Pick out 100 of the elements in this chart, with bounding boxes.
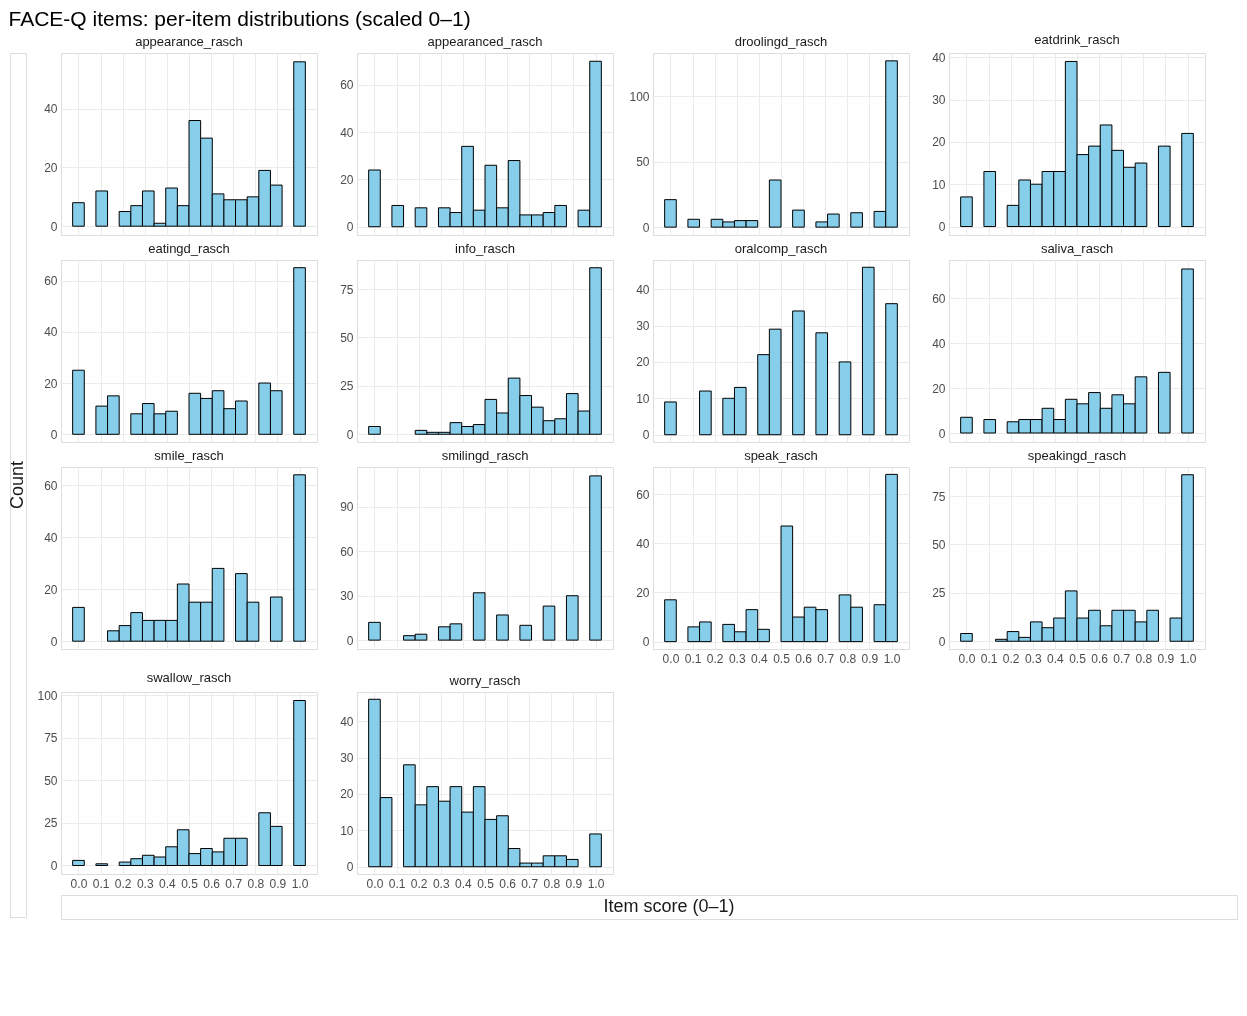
y-tick-label: 40 (636, 536, 650, 551)
y-tick-label: 20 (932, 381, 946, 396)
x-tick-label: 0.8 (1135, 651, 1153, 666)
y-tick-label: 60 (636, 487, 650, 502)
x-tick-label: 0.7 (225, 876, 243, 891)
x-tick-label: 1.0 (587, 876, 605, 891)
y-tick-label: 100 (37, 688, 58, 703)
x-tick-label: 0.7 (1113, 651, 1131, 666)
y-tick-label: 20 (340, 787, 354, 802)
y-tick-label: 40 (340, 125, 354, 140)
y-tick-label: 60 (44, 478, 58, 493)
chart-title: speak_rasch (744, 448, 818, 463)
chart-title: appearanced_rasch (427, 34, 543, 49)
x-tick-label: 0.4 (455, 876, 473, 891)
y-tick-label: 20 (636, 355, 650, 370)
y-tick-label: 20 (636, 585, 650, 600)
y-axis-title: Count (7, 460, 27, 510)
chart-title: worry_rasch (448, 673, 521, 688)
x-tick-label: 0.2 (410, 876, 428, 891)
y-tick-label: 40 (932, 50, 946, 65)
y-tick-label: 0 (346, 427, 354, 442)
y-tick-label: 75 (340, 282, 354, 297)
text: FACE-Q items: per-item distributions (scaled 0–1) (8, 6, 471, 30)
x-tick-label: 0.0 (958, 651, 976, 666)
y-tick-label: 40 (340, 714, 354, 729)
x-tick-label: 0.0 (70, 876, 88, 891)
y-tick-label: 20 (932, 135, 946, 150)
x-tick-label: 0.5 (181, 876, 199, 891)
y-tick-label: 90 (340, 500, 354, 515)
y-tick-label: 30 (340, 751, 354, 766)
chart-title: smile_rasch (154, 448, 224, 463)
y-tick-label: 0 (346, 220, 354, 235)
chart-title: oralcomp_rasch (734, 241, 828, 256)
y-tick-label: 25 (340, 379, 354, 394)
y-tick-label: 0 (346, 633, 354, 648)
x-tick-label: 0.4 (751, 651, 769, 666)
x-tick-label: 0.6 (203, 876, 221, 891)
y-tick-label: 100 (629, 89, 650, 104)
y-tick-label: 0 (50, 634, 58, 649)
x-tick-label: 1.0 (883, 651, 901, 666)
chart-title: speakingd_rasch (1027, 448, 1127, 463)
x-tick-label: 0.5 (773, 651, 791, 666)
y-tick-label: 0 (938, 634, 946, 649)
x-tick-label: 0.5 (1069, 651, 1087, 666)
x-tick-label: 0.2 (1002, 651, 1020, 666)
y-tick-label: 10 (636, 391, 650, 406)
y-tick-label: 40 (44, 102, 58, 117)
y-tick-label: 0 (938, 220, 946, 235)
y-tick-label: 40 (932, 336, 946, 351)
x-tick-label: 0.7 (817, 651, 835, 666)
y-tick-label: 20 (44, 160, 58, 175)
y-tick-label: 60 (932, 291, 946, 306)
x-tick-label: 1.0 (1179, 651, 1197, 666)
x-tick-label: 0.3 (432, 876, 450, 891)
x-tick-label: 0.3 (728, 651, 746, 666)
y-tick-label: 40 (44, 325, 58, 340)
y-tick-label: 0 (50, 859, 58, 873)
y-tick-label: 30 (932, 93, 946, 108)
x-tick-label: 0.3 (1024, 651, 1042, 666)
chart-title: appearance_rasch (135, 34, 243, 49)
x-tick-label: 0.1 (980, 651, 998, 666)
x-tick-label: 0.8 (543, 876, 561, 891)
x-tick-label: 0.6 (499, 876, 517, 891)
x-tick-label: 0.6 (1091, 651, 1109, 666)
x-tick-label: 0.5 (477, 876, 495, 891)
x-tick-label: 1.0 (291, 876, 309, 891)
x-tick-label: 0.0 (662, 651, 680, 666)
y-tick-label: 50 (340, 330, 354, 345)
y-tick-label: 0 (50, 427, 58, 442)
x-tick-label: 0.4 (159, 876, 177, 891)
chart-title: eatdrink_rasch (1034, 32, 1120, 48)
chart-title: eatingd_rasch (148, 241, 230, 256)
y-tick-label: 50 (636, 155, 650, 170)
y-tick-label: 60 (340, 544, 354, 559)
x-tick-label: 0.9 (861, 651, 879, 666)
y-tick-label: 0 (642, 220, 650, 235)
x-tick-label: 0.0 (366, 876, 384, 891)
x-axis-title: Item score (0–1) (603, 896, 735, 916)
y-tick-label: 10 (340, 823, 354, 838)
chart-title: swallow_rasch (146, 670, 232, 686)
y-tick-label: 0 (642, 428, 650, 443)
x-tick-label: 0.1 (92, 876, 110, 891)
chart-title: droolingd_rasch (734, 34, 828, 49)
y-tick-label: 30 (636, 319, 650, 334)
y-tick-label: 20 (44, 376, 58, 391)
x-tick-label: 0.4 (1047, 651, 1065, 666)
y-tick-label: 0 (642, 635, 650, 650)
y-tick-label: 10 (932, 177, 946, 192)
x-tick-label: 0.8 (247, 876, 265, 891)
y-tick-label: 0 (346, 860, 354, 875)
y-tick-label: 60 (340, 78, 354, 93)
x-tick-label: 0.9 (565, 876, 583, 891)
y-tick-label: 0 (938, 426, 946, 441)
y-tick-label: 40 (636, 282, 650, 297)
y-tick-label: 75 (932, 489, 946, 504)
x-tick-label: 0.1 (388, 876, 406, 891)
x-tick-label: 0.9 (269, 876, 287, 891)
y-tick-label: 30 (340, 589, 354, 604)
x-tick-label: 0.1 (684, 651, 702, 666)
x-tick-label: 0.9 (1157, 651, 1175, 666)
